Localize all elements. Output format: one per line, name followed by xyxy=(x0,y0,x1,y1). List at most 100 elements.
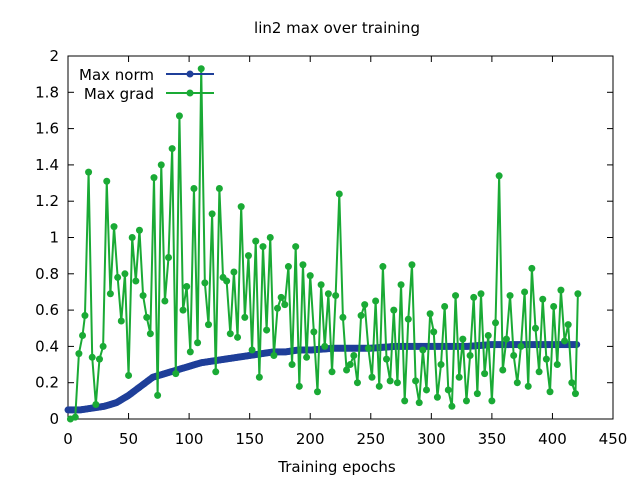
data-point xyxy=(226,330,234,338)
data-point xyxy=(135,226,143,234)
data-point xyxy=(252,237,260,245)
data-point xyxy=(270,351,278,359)
data-point xyxy=(201,279,209,287)
data-point xyxy=(510,351,518,359)
chart-title: lin2 max over training xyxy=(254,19,420,37)
x-tick-label: 150 xyxy=(235,430,264,448)
data-point xyxy=(321,342,329,350)
y-axis: 0 0.2 0.4 0.6 0.8 1 1.2 1.4 1.6 1.8 2 xyxy=(35,47,613,428)
data-point xyxy=(146,330,154,338)
data-point xyxy=(481,370,489,378)
data-point xyxy=(299,261,307,269)
data-point xyxy=(230,268,238,276)
data-point xyxy=(197,65,205,73)
data-point xyxy=(343,366,351,374)
data-point xyxy=(495,172,503,180)
data-point xyxy=(99,342,107,350)
data-point xyxy=(172,370,180,378)
data-point xyxy=(157,161,165,169)
data-point xyxy=(284,263,292,271)
data-point xyxy=(310,328,318,336)
data-point xyxy=(466,351,474,359)
legend-marker-max-grad xyxy=(186,89,194,97)
data-point xyxy=(208,210,216,218)
y-tick-label: 0.2 xyxy=(35,374,59,392)
legend-label-max-grad: Max grad xyxy=(84,85,154,103)
data-point xyxy=(528,264,536,272)
data-point xyxy=(313,388,321,396)
series-1 xyxy=(66,65,582,423)
data-point xyxy=(361,301,369,309)
data-point xyxy=(539,295,547,303)
data-point xyxy=(128,234,136,241)
data-point xyxy=(499,366,507,374)
data-point xyxy=(303,353,311,361)
data-point xyxy=(357,312,365,320)
data-point xyxy=(288,361,296,369)
data-point xyxy=(95,355,103,363)
data-point xyxy=(215,184,223,192)
data-point xyxy=(317,281,325,289)
data-point xyxy=(324,290,332,298)
x-tick-label: 300 xyxy=(417,430,446,448)
data-point xyxy=(332,292,340,300)
x-tick-label: 0 xyxy=(63,430,73,448)
data-point xyxy=(488,397,496,405)
data-point xyxy=(492,319,500,327)
data-point xyxy=(103,177,111,185)
data-point xyxy=(353,379,361,387)
data-point xyxy=(92,400,100,408)
data-point xyxy=(561,337,569,345)
data-point xyxy=(190,184,198,192)
data-point xyxy=(550,302,558,310)
y-tick-label: 2 xyxy=(49,47,59,65)
data-point xyxy=(234,333,242,341)
data-point xyxy=(292,243,300,251)
data-point xyxy=(71,413,79,421)
legend: Max norm Max grad xyxy=(79,66,214,103)
x-tick-label: 50 xyxy=(119,430,138,448)
data-point xyxy=(306,272,314,280)
data-point xyxy=(368,373,376,381)
data-point xyxy=(513,379,521,387)
data-point xyxy=(295,382,303,390)
x-tick-label: 350 xyxy=(478,430,507,448)
data-point xyxy=(459,335,467,343)
data-point xyxy=(470,293,478,301)
data-point xyxy=(484,332,492,340)
y-tick-label: 1.6 xyxy=(35,120,59,138)
x-tick-label: 100 xyxy=(175,430,204,448)
data-point xyxy=(444,386,452,394)
series-layer xyxy=(64,65,582,423)
data-point xyxy=(281,301,289,309)
data-point xyxy=(375,382,383,390)
data-point xyxy=(430,328,438,336)
data-point xyxy=(223,277,231,285)
data-point xyxy=(121,270,129,278)
legend-marker-max-norm xyxy=(186,70,194,78)
data-point xyxy=(175,112,183,120)
data-point xyxy=(521,288,529,296)
data-point xyxy=(274,304,282,312)
y-tick-label: 0 xyxy=(49,410,59,428)
data-point xyxy=(237,203,245,211)
data-point xyxy=(372,297,380,305)
data-point xyxy=(502,335,510,343)
x-axis: 0 50 100 150 200 250 300 350 400 450 xyxy=(63,56,627,448)
y-tick-label: 0.4 xyxy=(35,337,59,355)
x-tick-label: 450 xyxy=(599,430,628,448)
series-line xyxy=(68,343,577,411)
data-point xyxy=(259,243,267,251)
data-point xyxy=(422,386,430,394)
data-point xyxy=(517,342,525,350)
data-point xyxy=(408,261,416,269)
y-tick-label: 1.4 xyxy=(35,156,59,174)
legend-label-max-norm: Max norm xyxy=(79,66,154,84)
x-axis-label: Training epochs xyxy=(277,458,396,476)
y-tick-label: 0.8 xyxy=(35,265,59,283)
data-point xyxy=(114,273,122,281)
y-tick-label: 0.6 xyxy=(35,301,59,319)
data-point xyxy=(79,332,87,340)
data-point xyxy=(524,382,532,390)
